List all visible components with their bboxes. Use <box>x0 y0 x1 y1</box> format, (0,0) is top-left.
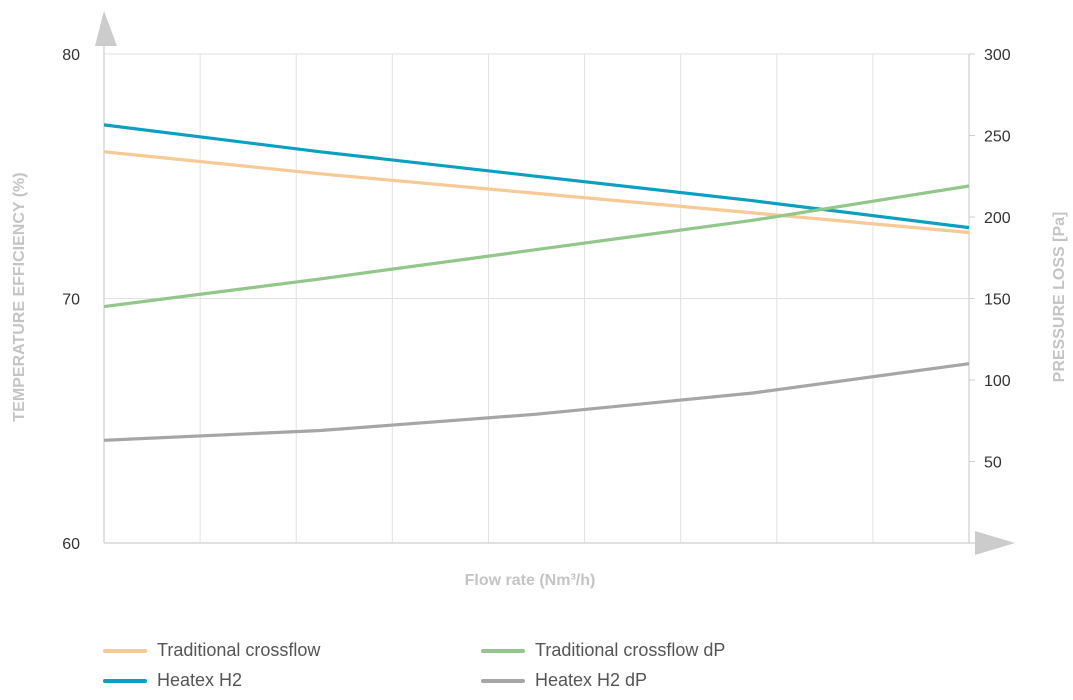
legend-swatch <box>103 648 147 653</box>
legend-label: Heatex H2 <box>157 670 243 690</box>
x-axis-label: Flow rate (Nm³/h) <box>465 572 596 589</box>
left-tick-label: 70 <box>62 292 80 309</box>
right-tick-label: 100 <box>984 373 1011 390</box>
series-line-heatex-h2-dp <box>103 362 970 442</box>
legend-item-traditional-crossflow: Traditional crossflow <box>103 640 320 661</box>
right-axis-label: PRESSURE LOSS [Pa] <box>1051 212 1068 383</box>
legend-item-heatex-h2-dp: Heatex H2 dP <box>481 670 647 691</box>
legend-label: Heatex H2 dP <box>535 670 648 690</box>
left-axis-label: TEMPERATURE EFFICIENCY (%) <box>11 172 28 421</box>
gridlines <box>104 53 969 543</box>
left-axis-ticks: 60 70 80 <box>62 47 80 553</box>
right-tick-label: 200 <box>984 210 1011 227</box>
right-tick-label: 150 <box>984 292 1011 309</box>
legend-swatch <box>481 678 525 683</box>
legend-item-traditional-crossflow-dp: Traditional crossflow dP <box>481 640 725 661</box>
axes <box>95 11 1015 555</box>
series-line-traditional-crossflow-dp <box>103 184 970 309</box>
right-tick-label: 250 <box>984 129 1011 146</box>
legend-swatch <box>481 648 525 653</box>
right-tick-label: 50 <box>984 455 1002 472</box>
legend-swatch <box>103 678 147 683</box>
legend-label: Traditional crossflow dP <box>535 640 726 660</box>
legend-label: Traditional crossflow <box>157 640 321 660</box>
right-axis-ticks: 50 100 150 200 250 300 <box>969 47 1011 472</box>
right-tick-label: 300 <box>984 47 1011 64</box>
left-tick-label: 60 <box>62 536 80 553</box>
legend-item-heatex-h2: Heatex H2 <box>103 670 242 691</box>
x-axis-arrow-icon <box>975 531 1015 555</box>
series-line-heatex-h2 <box>103 123 970 230</box>
series-line-traditional-crossflow <box>103 150 970 235</box>
left-tick-label: 80 <box>62 47 80 64</box>
series-lines <box>103 123 970 442</box>
y-axis-arrow-icon <box>95 11 117 46</box>
